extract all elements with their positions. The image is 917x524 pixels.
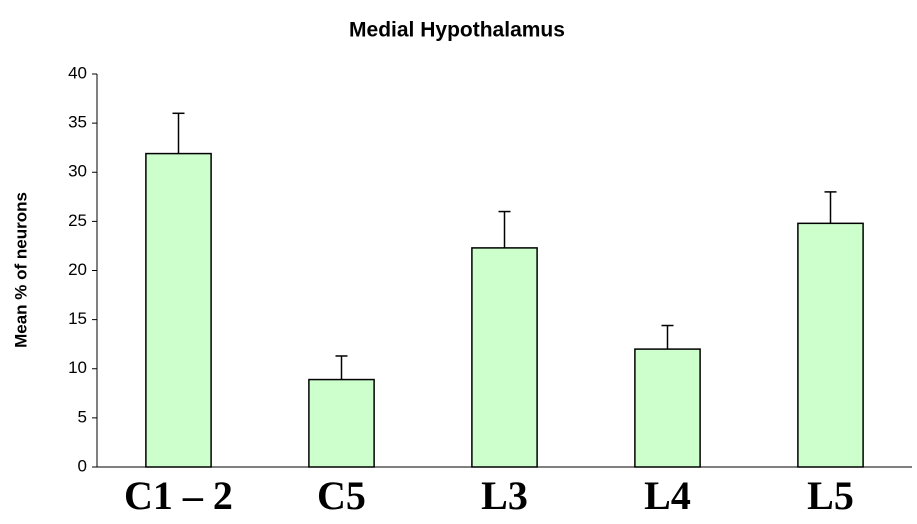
- y-tick-label: 25: [68, 211, 87, 230]
- y-tick-label: 35: [68, 113, 87, 132]
- y-tick-label: 20: [68, 260, 87, 279]
- bar: [471, 247, 538, 468]
- bar: [145, 152, 212, 468]
- x-tick-label: L3: [481, 473, 528, 518]
- x-tick-label: L4: [644, 473, 691, 518]
- bar: [797, 222, 864, 468]
- y-tick-label: 40: [68, 63, 87, 82]
- bar: [634, 348, 701, 468]
- y-axis-label: Mean % of neurons: [11, 192, 30, 348]
- chart-title: Medial Hypothalamus: [349, 19, 565, 42]
- bar: [308, 378, 375, 468]
- y-tick-label: 15: [68, 309, 87, 328]
- y-tick-label: 0: [78, 456, 87, 475]
- y-tick-label: 5: [78, 407, 87, 426]
- x-tick-label: L5: [807, 473, 854, 518]
- x-tick-label: C5: [317, 473, 366, 518]
- x-tick-label: C1 – 2: [124, 473, 233, 518]
- y-tick-label: 30: [68, 162, 87, 181]
- y-tick-label: 10: [68, 358, 87, 377]
